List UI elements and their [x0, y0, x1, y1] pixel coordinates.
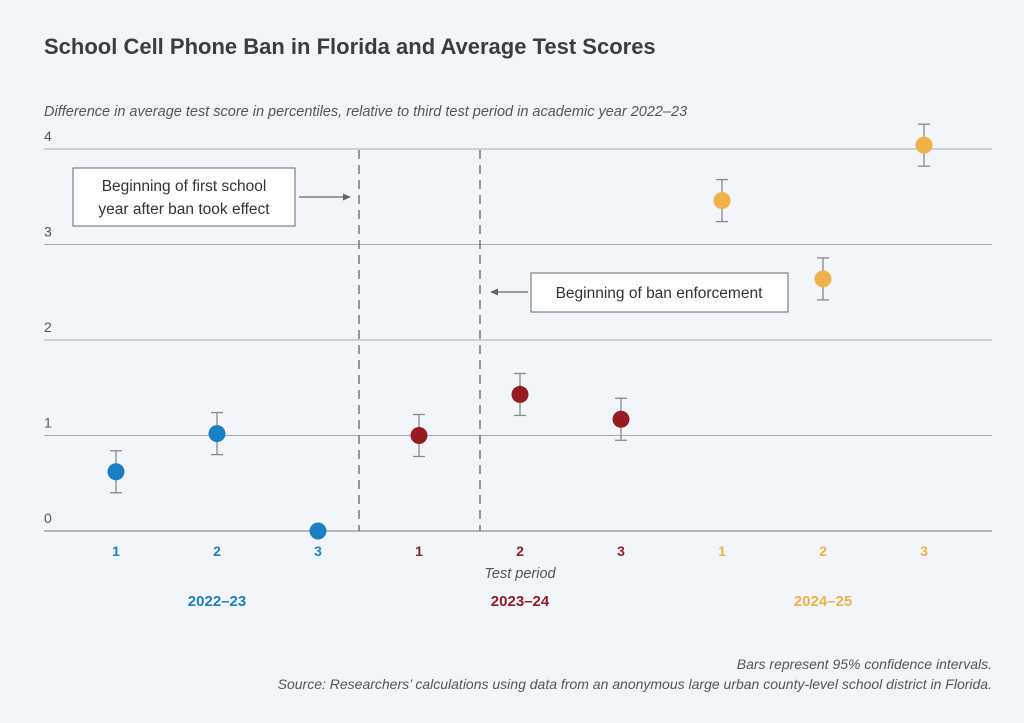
data-point	[511, 385, 529, 403]
annotation-text: Beginning of first school	[102, 178, 267, 195]
x-tick-label: 1	[415, 543, 423, 559]
x-tick-label: 3	[314, 543, 322, 559]
source-note: Source: Researchers’ calculations using …	[277, 676, 992, 692]
x-axis-ticks: 1 2 3 1 2 3 1 2 3	[112, 543, 928, 559]
year-labels: 2022–23 2023–24 2024–25	[188, 593, 852, 610]
year-label: 2024–25	[794, 593, 852, 610]
x-tick-label: 2	[213, 543, 221, 559]
data-points	[107, 123, 933, 540]
annotation-text: year after ban took effect	[98, 201, 270, 218]
data-point	[713, 192, 731, 210]
data-point	[208, 425, 226, 443]
x-tick-label: 2	[819, 543, 827, 559]
year-label: 2022–23	[188, 593, 246, 610]
annotation-text: Beginning of ban enforcement	[556, 285, 764, 302]
y-tick-label: 3	[44, 224, 52, 240]
arrowhead-icon	[490, 288, 498, 296]
y-axis-ticks: 0 1 2 3 4	[44, 128, 52, 526]
year-label: 2023–24	[491, 593, 550, 610]
ci-note: Bars represent 95% confidence intervals.	[736, 656, 992, 672]
data-point	[915, 136, 933, 154]
arrowhead-icon	[343, 193, 351, 201]
y-tick-label: 4	[44, 128, 52, 144]
chart-subtitle: Difference in average test score in perc…	[44, 104, 688, 120]
x-axis-label: Test period	[484, 566, 556, 582]
y-tick-label: 2	[44, 319, 52, 335]
x-tick-label: 1	[112, 543, 120, 559]
x-tick-label: 3	[920, 543, 928, 559]
y-tick-label: 0	[44, 510, 52, 526]
annotations: Beginning of first school year after ban …	[72, 167, 789, 313]
data-point	[814, 270, 832, 288]
annotation-box-2	[530, 272, 789, 313]
event-lines	[358, 150, 481, 531]
x-tick-label: 3	[617, 543, 625, 559]
data-point	[410, 427, 428, 444]
chart-title: School Cell Phone Ban in Florida and Ave…	[44, 34, 656, 59]
x-tick-label: 2	[516, 543, 524, 559]
data-point	[309, 522, 327, 540]
y-tick-label: 1	[44, 415, 52, 431]
x-tick-label: 1	[718, 543, 726, 559]
gridlines	[44, 148, 992, 532]
data-point	[612, 410, 630, 428]
annotation-box-1	[72, 167, 296, 227]
data-point	[107, 463, 125, 481]
